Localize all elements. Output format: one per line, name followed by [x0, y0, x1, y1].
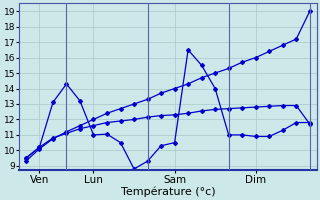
X-axis label: Température (°c): Température (°c) — [121, 186, 215, 197]
